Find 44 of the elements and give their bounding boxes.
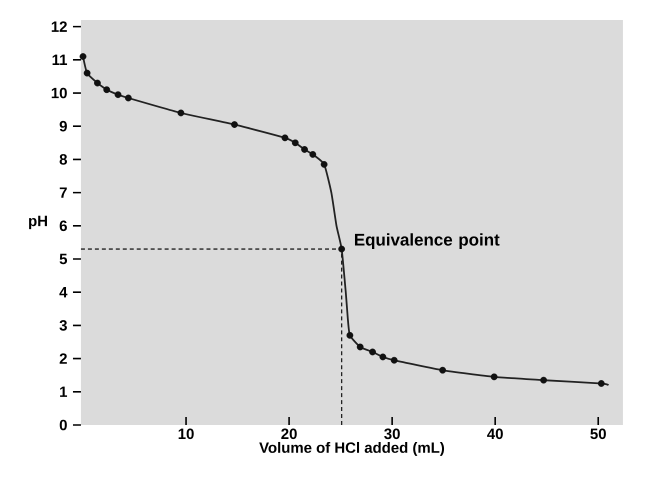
- point: [178, 110, 184, 116]
- point: [379, 354, 386, 360]
- y-tick-label: 6: [60, 220, 67, 232]
- point: [292, 139, 299, 146]
- point: [231, 121, 238, 128]
- point: [80, 53, 86, 60]
- y-tick-label: 12: [52, 21, 67, 32]
- point: [124, 94, 132, 102]
- y-tick-label: 3: [59, 320, 67, 331]
- point: [282, 134, 288, 142]
- point: [309, 151, 316, 158]
- y-tick-label: 9: [60, 120, 67, 132]
- x-tick-label: 30: [384, 428, 400, 440]
- point: [103, 86, 110, 94]
- point: [346, 332, 354, 339]
- point: [114, 91, 122, 98]
- point: [301, 146, 308, 153]
- y-tick-label: 10: [52, 88, 67, 98]
- point: [490, 373, 498, 380]
- y-tick-label: 0: [60, 420, 67, 430]
- annotation: Equivalence point: [354, 233, 500, 250]
- x-axis-title: Volume of HCl added (mL): [259, 442, 444, 456]
- x-tick-label: 10: [178, 428, 194, 440]
- point: [338, 246, 346, 252]
- point: [540, 376, 547, 384]
- y-tick-label: 5: [60, 254, 68, 264]
- point: [94, 80, 101, 86]
- y-tick-label: 2: [60, 353, 67, 364]
- point: [356, 344, 364, 350]
- point: [369, 348, 376, 356]
- y-tick-label: 8: [60, 154, 67, 165]
- y-tick-label: 11: [52, 54, 68, 65]
- y-tick-label: 1: [60, 386, 68, 397]
- point: [390, 356, 398, 364]
- y-tick-label: 4: [59, 287, 68, 298]
- y-tick-label: 7: [60, 187, 67, 198]
- y-axis-title: pH: [29, 216, 47, 230]
- point: [84, 70, 91, 76]
- x-tick-label: 50: [590, 428, 606, 440]
- point: [439, 366, 446, 374]
- x-tick-label: 40: [487, 428, 503, 440]
- point: [598, 380, 605, 387]
- x-tick-label: 20: [281, 428, 297, 440]
- point: [320, 161, 328, 168]
